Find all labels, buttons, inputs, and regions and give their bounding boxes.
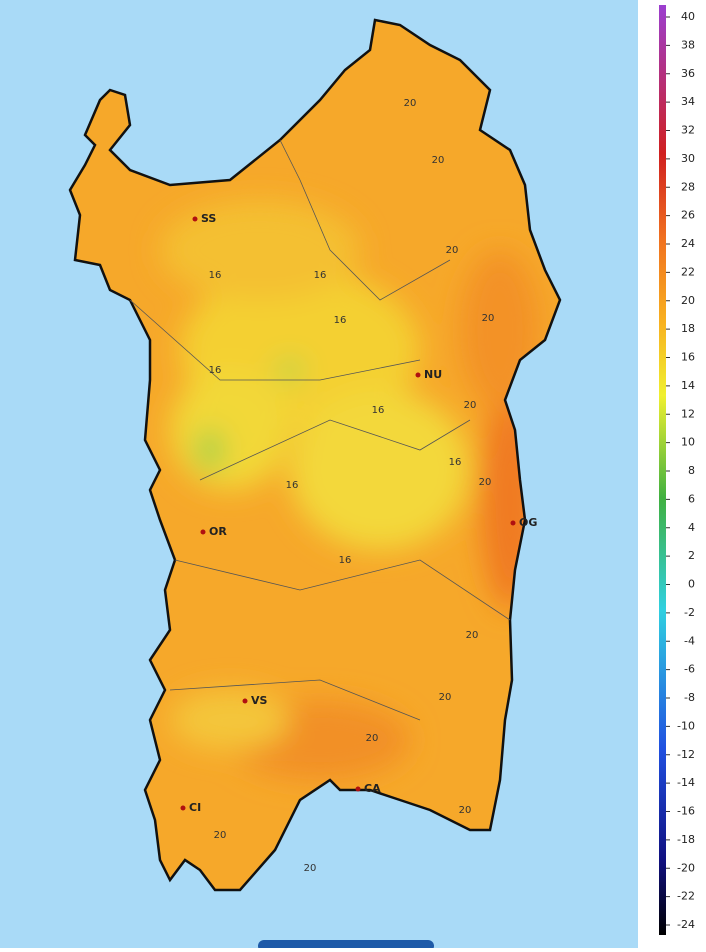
colorbar-tick-label: -10 <box>677 719 695 732</box>
colorbar-tick-label: -18 <box>677 833 695 846</box>
contour-label: 20 <box>304 863 317 874</box>
contour-label: 20 <box>482 313 495 324</box>
contour-label: 20 <box>214 830 227 841</box>
colorbar-tick-label: 32 <box>681 124 695 137</box>
contour-label: 16 <box>209 365 222 376</box>
contour-label: 20 <box>446 245 459 256</box>
bottom-tab <box>258 940 434 952</box>
contour-label: 20 <box>459 805 472 816</box>
colorbar-tick-label: -4 <box>684 634 695 647</box>
colorbar-tick-label: 22 <box>681 265 695 278</box>
contour-label: 16 <box>372 405 385 416</box>
contour-label: 16 <box>209 270 222 281</box>
colorbar-tick-label: -16 <box>677 805 695 818</box>
city-dot <box>355 786 361 792</box>
colorbar-tick-label: 28 <box>681 180 695 193</box>
contour-label: 20 <box>464 400 477 411</box>
colorbar <box>659 5 666 935</box>
colorbar-tick-label: 12 <box>681 407 695 420</box>
contour-labels: 20 20 20 16 16 16 20 16 20 16 16 20 16 16 20 20 20 20 20 20 <box>209 98 495 874</box>
city-label: SS <box>201 212 216 225</box>
city-label: VS <box>251 694 268 707</box>
colorbar-tick-label: 18 <box>681 322 695 335</box>
colorbar-tick-label: 36 <box>681 67 695 80</box>
city-dot <box>510 520 516 526</box>
colorbar-tick-label: -24 <box>677 918 695 931</box>
colorbar-tick-label: 34 <box>681 95 695 108</box>
contour-label: 20 <box>366 733 379 744</box>
colorbar-tick-label: 14 <box>681 379 695 392</box>
colorbar-tick-label: -2 <box>684 606 695 619</box>
contour-label: 16 <box>339 555 352 566</box>
colorbar-tick-label: 0 <box>688 578 695 591</box>
contour-label: 20 <box>439 692 452 703</box>
city-label: OG <box>519 516 537 529</box>
contour-label: 20 <box>466 630 479 641</box>
colorbar-tick-label: 40 <box>681 10 695 23</box>
contour-label: 16 <box>449 457 462 468</box>
colorbar-tick-label: 2 <box>688 549 695 562</box>
city-label: CI <box>189 801 201 814</box>
contour-label: 20 <box>404 98 417 109</box>
colorbar-tick-label: 20 <box>681 294 695 307</box>
city-dot <box>192 216 198 222</box>
colorbar-tick-label: -6 <box>684 663 695 676</box>
contour-label: 16 <box>334 315 347 326</box>
city-label: OR <box>209 525 227 538</box>
cities: SS NU OR OG VS CA CI <box>180 212 537 814</box>
contour-label: 20 <box>479 477 492 488</box>
colorbar-tick-label: 24 <box>681 237 695 250</box>
contour-label: 16 <box>314 270 327 281</box>
colorbar-tick-label: -8 <box>684 691 695 704</box>
colorbar-tick-label: 30 <box>681 152 695 165</box>
colorbar-tick-label: 38 <box>681 38 695 51</box>
colorbar-tick-label: 8 <box>688 464 695 477</box>
colorbar-tick-label: 26 <box>681 209 695 222</box>
colorbar-tick-label: 16 <box>681 351 695 364</box>
contour-label: 20 <box>432 155 445 166</box>
colorbar-tick-label: -12 <box>677 748 695 761</box>
city-label: NU <box>424 368 442 381</box>
colorbar-tick-label: -20 <box>677 861 695 874</box>
contour-label: 16 <box>286 480 299 491</box>
city-dot <box>242 698 248 704</box>
colorbar-tick-label: 4 <box>688 521 695 534</box>
colorbar-tick-label: -22 <box>677 890 695 903</box>
colorbar-ticks: 4038363432302826242220181614121086420-2-… <box>666 10 695 931</box>
colorbar-tick-label: 6 <box>688 492 695 505</box>
colorbar-tick-label: -14 <box>677 776 695 789</box>
colorbar-tick-label: 10 <box>681 436 695 449</box>
city-dot <box>415 372 421 378</box>
boundaries <box>129 139 511 721</box>
city-dot <box>200 529 206 535</box>
city-label: CA <box>364 782 381 795</box>
city-dot <box>180 805 186 811</box>
